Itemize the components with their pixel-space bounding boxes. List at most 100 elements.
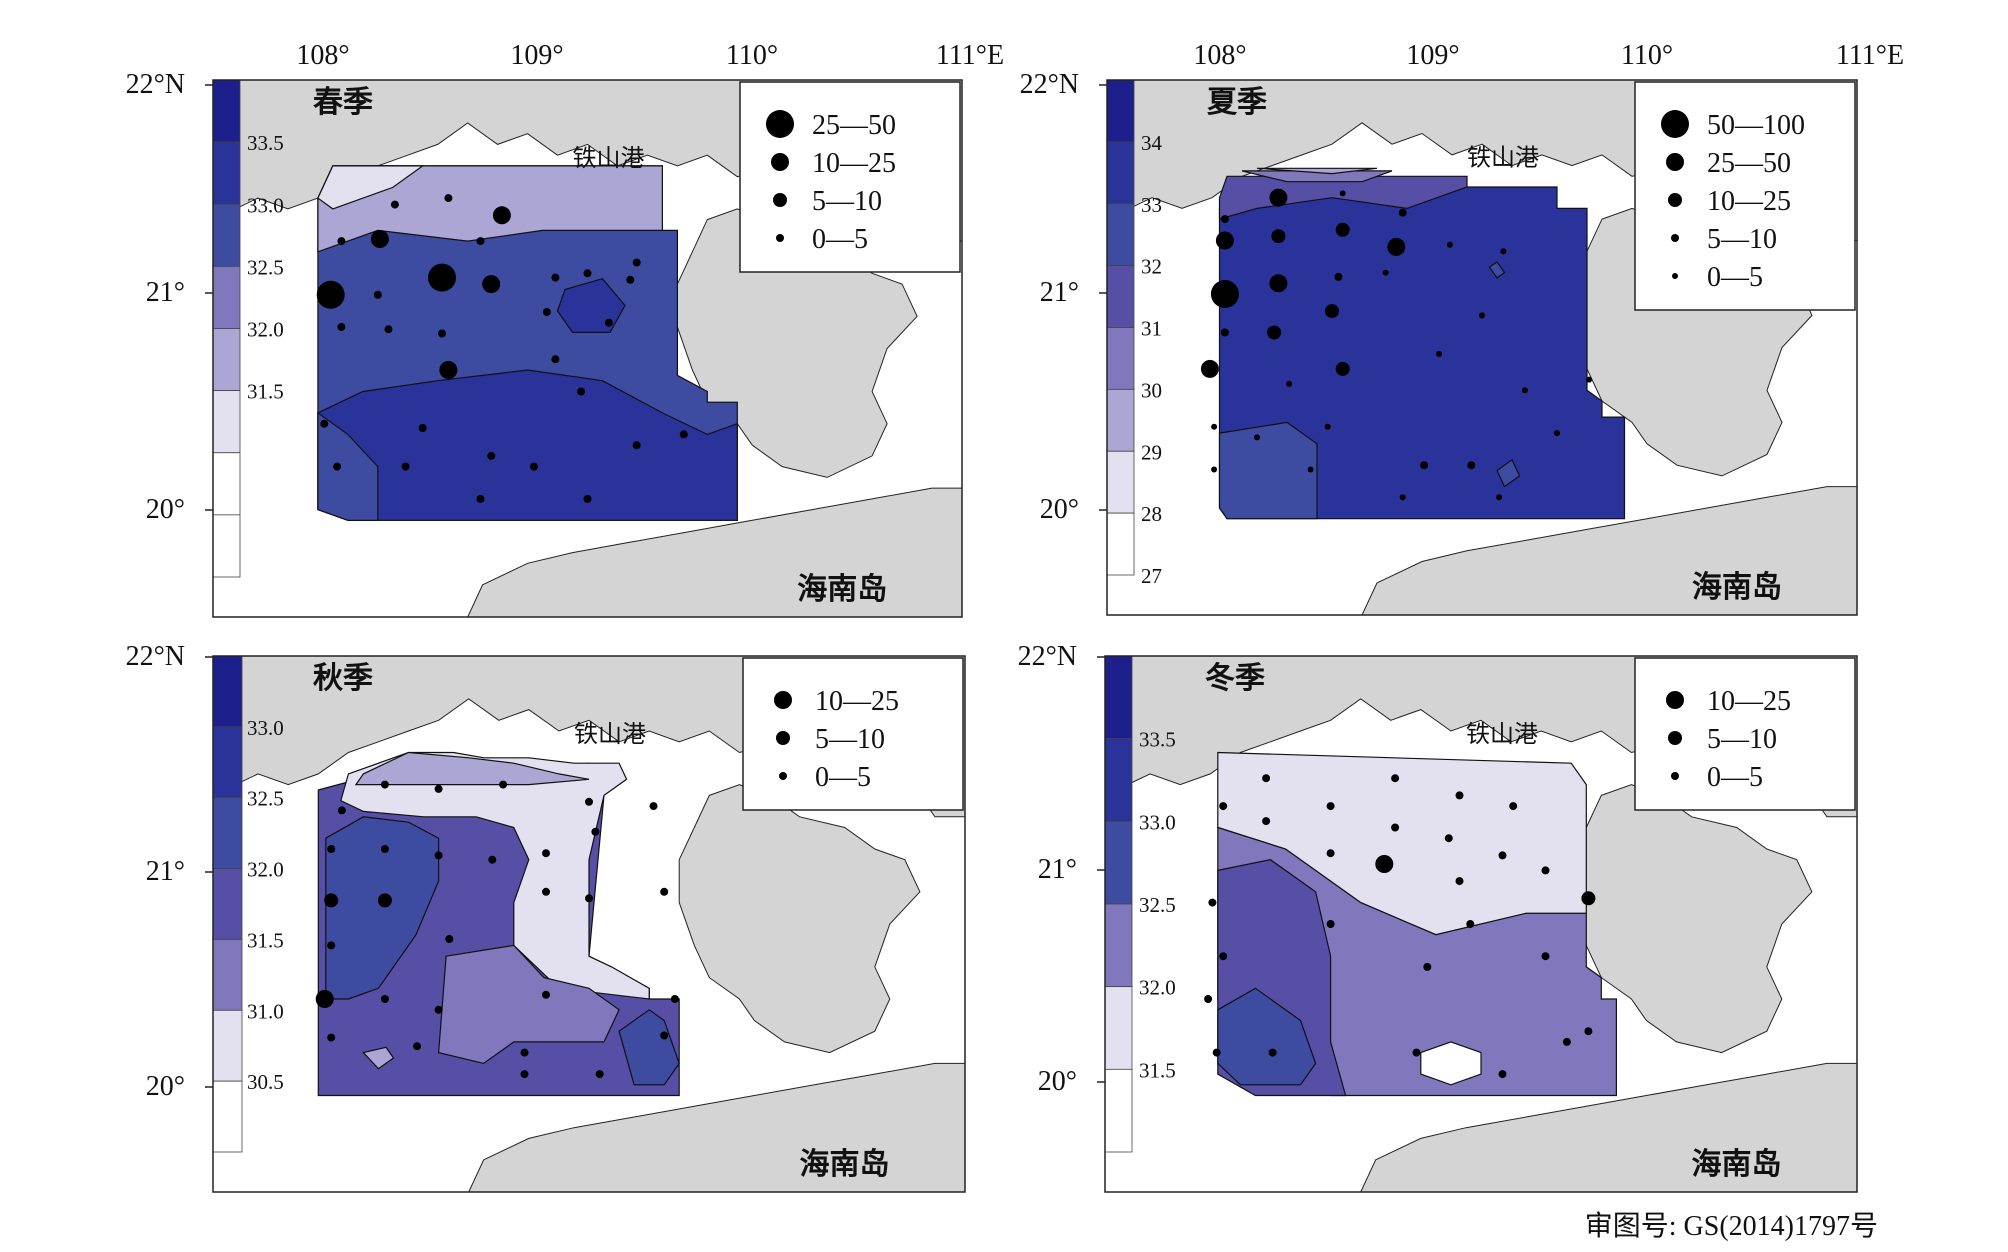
legend-symbol <box>779 772 787 780</box>
station-point <box>520 1070 529 1079</box>
legend-label: 5—10 <box>1707 224 1777 255</box>
scale-swatch <box>1106 388 1135 452</box>
station-point <box>632 258 641 267</box>
footer-approval-number: 审图号: GS(2014)1797号 <box>1584 1211 1878 1242</box>
legend-symbol <box>1666 153 1684 171</box>
scale-swatch <box>212 655 243 728</box>
map-frame <box>1106 79 1858 616</box>
scale-swatch <box>212 868 243 940</box>
station-point <box>585 797 593 806</box>
station-point <box>1496 494 1503 501</box>
scale-swatch <box>1104 820 1133 905</box>
legend-label: 0—5 <box>1707 262 1763 293</box>
contour-band <box>325 816 440 1000</box>
lon-label: 109° <box>510 40 563 71</box>
station-point <box>520 1048 529 1057</box>
legend-label: 50—100 <box>1707 110 1805 141</box>
station-point <box>542 308 551 316</box>
station-point <box>1423 962 1432 971</box>
station-point <box>1211 466 1218 473</box>
scale-label: 33 <box>1141 193 1162 217</box>
station-point <box>428 263 456 292</box>
station-point <box>333 462 342 471</box>
scale-label: 32.5 <box>1139 893 1176 917</box>
scale-swatch <box>1104 903 1133 988</box>
place-tieshan: 铁山港 <box>1467 144 1539 172</box>
lat-label: 21° <box>1038 854 1077 885</box>
scale-label: 33.0 <box>247 193 284 217</box>
contour-band <box>618 1009 680 1086</box>
station-point <box>1420 461 1429 470</box>
station-point <box>626 275 635 284</box>
scale-label: 32.0 <box>247 858 284 882</box>
station-point <box>591 827 600 836</box>
station-point <box>1382 269 1389 276</box>
station-point <box>1498 851 1507 860</box>
contour-band <box>317 165 663 253</box>
map-frame <box>212 655 966 1193</box>
contour-band <box>317 165 425 210</box>
contour-band <box>354 751 590 786</box>
station-point <box>585 894 593 903</box>
station-point <box>1208 898 1217 907</box>
scale-swatch <box>1106 450 1135 514</box>
station-point <box>1339 190 1346 197</box>
station-point <box>1210 280 1239 308</box>
station-point <box>1586 376 1593 383</box>
legend-label: 10—25 <box>815 686 899 717</box>
scale-swatch <box>212 328 241 392</box>
legend-symbol <box>1661 110 1689 138</box>
station-point <box>1220 215 1229 224</box>
scale-label: 32.0 <box>247 318 284 342</box>
place-hainan: 海南岛 <box>797 572 887 607</box>
lon-label: 108° <box>1193 40 1246 71</box>
station-point <box>1509 802 1518 811</box>
station-point <box>327 941 336 950</box>
station-point <box>1467 461 1476 470</box>
station-point <box>1267 325 1282 340</box>
scale-label: 32.5 <box>247 255 284 279</box>
legend-symbol <box>1668 193 1682 207</box>
station-point <box>604 318 613 327</box>
contour-band <box>1217 987 1317 1086</box>
contour-band <box>1218 175 1468 220</box>
station-point <box>320 419 329 428</box>
scale-label: 31.5 <box>247 928 284 952</box>
scale-label: 31.0 <box>247 999 284 1023</box>
station-point <box>1581 891 1596 906</box>
station-point <box>1455 877 1464 886</box>
scale-swatch <box>1106 512 1135 576</box>
station-point <box>1391 774 1400 783</box>
station-point <box>1387 237 1406 256</box>
contour-band <box>340 751 650 1000</box>
station-point <box>380 845 389 853</box>
season-title: 夏季 <box>1207 85 1267 120</box>
scale-swatch <box>212 203 241 267</box>
scale-swatch <box>212 1080 243 1153</box>
station-point <box>434 784 443 793</box>
station-point <box>1521 387 1528 394</box>
scale-label: 32 <box>1141 255 1162 279</box>
scale-swatch <box>1106 203 1135 267</box>
scale-label: 33.0 <box>1139 810 1176 834</box>
legend-symbol <box>1671 234 1679 242</box>
lat-label: 22°N <box>126 69 185 100</box>
station-point <box>434 1005 443 1014</box>
station-point <box>1391 823 1400 832</box>
legend-label: 25—50 <box>812 110 896 141</box>
contour-band <box>1218 421 1318 520</box>
lat-label: 22°N <box>126 641 185 672</box>
station-point <box>1220 328 1229 337</box>
place-hainan: 海南岛 <box>1692 570 1782 605</box>
lat-label: 20° <box>146 494 185 525</box>
station-point <box>583 494 592 503</box>
station-point <box>1584 1027 1593 1036</box>
lon-label: 108° <box>296 40 349 71</box>
station-point <box>373 290 382 299</box>
legend-label: 10—25 <box>812 148 896 179</box>
scale-label: 31.5 <box>247 380 284 404</box>
station-point <box>1455 791 1464 800</box>
